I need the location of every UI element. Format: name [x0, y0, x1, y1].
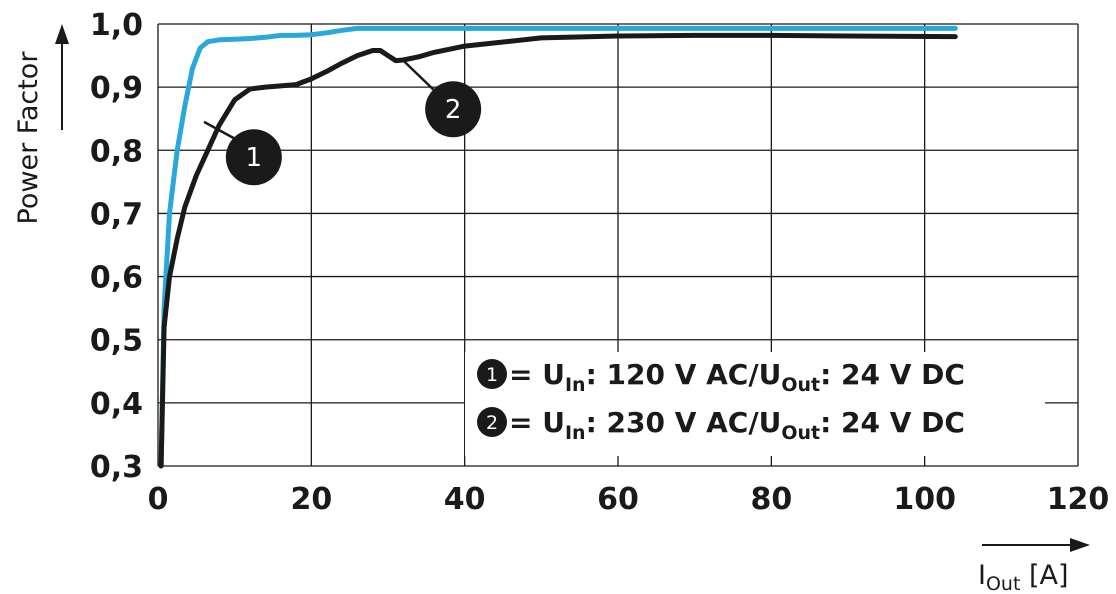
y-axis-arrowhead-icon	[55, 24, 69, 44]
legend-subscript: In	[565, 422, 586, 444]
x-tick-label: 120	[1047, 482, 1110, 517]
x-tick-label: 60	[597, 482, 639, 517]
x-axis-title-sub: Out	[986, 573, 1020, 594]
legend-marker-label-1: 1	[486, 364, 498, 386]
legend-text-part: = U	[509, 406, 565, 439]
x-tick-label: 40	[444, 482, 486, 517]
series-line-2	[158, 32, 958, 469]
x-axis-title-main: I	[978, 560, 986, 591]
legend-entry-2: = UIn: 230 V AC/UOut: 24 V DC	[509, 406, 965, 444]
tick-labels: 0 20 40 60 80 100 120 0,3 0,4 0,5 0,6 0,7 0,8 0,9 1,0	[90, 8, 1109, 517]
data-series	[158, 25, 958, 469]
grid-lines	[157, 23, 1079, 467]
legend-text-part: : 120 V AC/U	[586, 358, 782, 391]
legend-subscript: In	[565, 374, 586, 396]
legend-subscript: Out	[781, 422, 820, 444]
y-tick-label: 0,4	[90, 387, 143, 422]
legend-text-part: : 230 V AC/U	[586, 406, 782, 439]
y-tick-label: 0,8	[90, 134, 143, 169]
y-tick-label: 1,0	[90, 8, 143, 43]
callout-label-2: 2	[445, 95, 462, 125]
x-axis-title: IOut [A]	[978, 560, 1069, 594]
callout-bubble-2	[425, 81, 482, 138]
legend-marker-2	[477, 407, 507, 437]
x-tick-label: 20	[290, 482, 332, 517]
x-tick-label: 0	[148, 482, 169, 517]
callout-bubble-1	[225, 129, 282, 186]
y-tick-label: 0,5	[90, 324, 143, 359]
legend-text-part: : 24 V DC	[820, 358, 965, 391]
series-line-1	[158, 25, 958, 469]
legend-entry-1: = UIn: 120 V AC/UOut: 24 V DC	[509, 358, 965, 396]
y-tick-label: 0,7	[90, 197, 143, 232]
x-axis-arrowhead-icon	[1070, 538, 1090, 552]
x-axis-title-unit: [A]	[1020, 560, 1068, 591]
callout-leader-2	[402, 59, 437, 93]
legend-text-part: : 24 V DC	[820, 406, 965, 439]
x-tick-label: 80	[750, 482, 792, 517]
y-tick-label: 0,3	[90, 450, 143, 485]
legend-marker-label-2: 2	[486, 412, 498, 434]
axis-titles: Power Factor IOut [A]	[13, 24, 1090, 594]
legend-text-part: = U	[509, 358, 565, 391]
legend-marker-1	[477, 359, 507, 389]
callout-label-1: 1	[246, 143, 263, 173]
y-axis-title: Power Factor	[13, 51, 44, 225]
legend: 1 = UIn: 120 V AC/UOut: 24 V DC2 = UIn: …	[477, 358, 965, 444]
y-tick-label: 0,9	[90, 71, 143, 106]
callout-leader-1	[203, 120, 237, 141]
callouts: 12	[203, 59, 482, 186]
x-tick-label: 100	[893, 482, 956, 517]
legend-subscript: Out	[781, 374, 820, 396]
y-tick-label: 0,6	[90, 261, 143, 296]
legend-background	[465, 352, 1045, 456]
